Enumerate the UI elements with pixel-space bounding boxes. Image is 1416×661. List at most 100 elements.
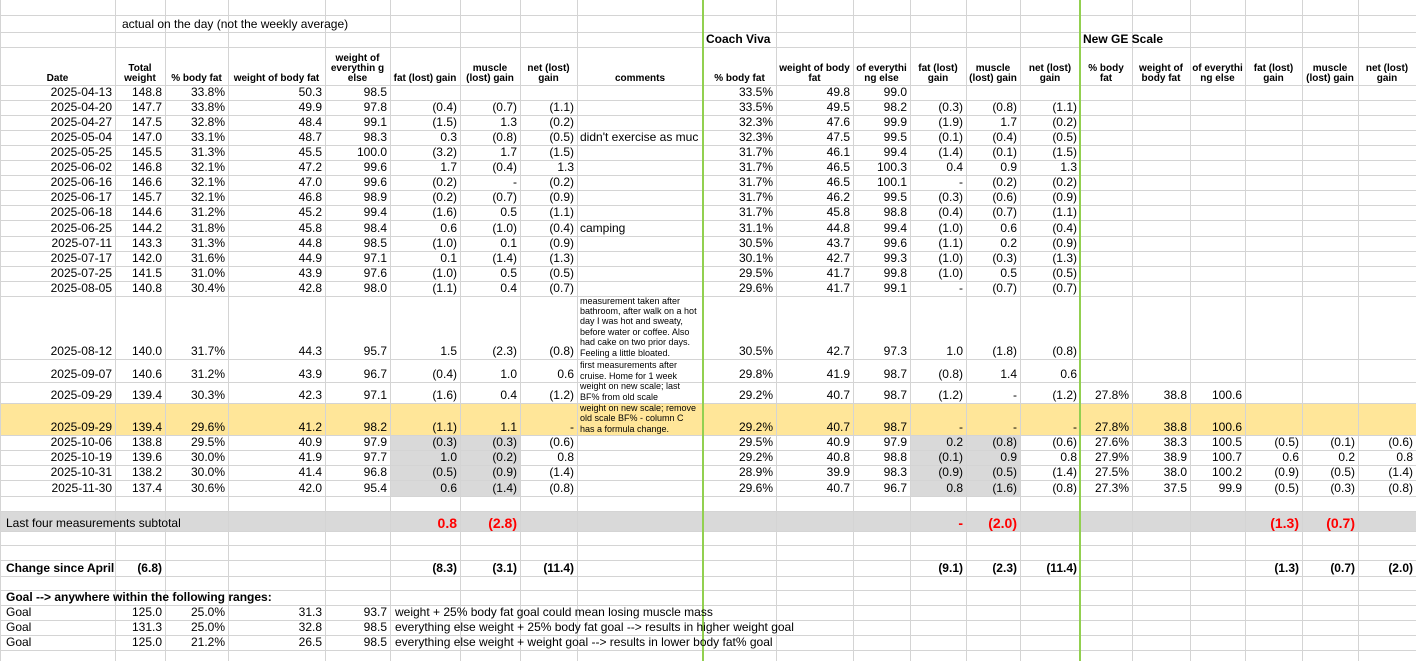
grid-line <box>0 266 1416 267</box>
cell: 93.7 <box>363 605 387 619</box>
cell: 47.0 <box>298 175 322 189</box>
sheet-note: actual on the day (not the weekly averag… <box>122 17 349 31</box>
grid-line <box>0 403 1416 404</box>
cell: 46.5 <box>826 160 850 174</box>
section-title: New GE Scale <box>1083 32 1164 46</box>
cell: (0.2) <box>992 175 1017 189</box>
grid-line <box>0 635 1416 636</box>
grid-line <box>577 0 578 661</box>
cell: 98.3 <box>883 465 907 479</box>
grid-line <box>0 175 1416 176</box>
cell: (0.5) <box>1330 465 1355 479</box>
cell: - <box>958 515 963 531</box>
goal-note: everything else weight + 25% body fat go… <box>395 620 794 634</box>
cell: (0.5) <box>1274 435 1299 449</box>
cell: (2.8) <box>488 515 517 531</box>
cell: 98.9 <box>363 190 387 204</box>
cell: 43.7 <box>826 236 850 250</box>
cell: (1.6) <box>432 205 457 219</box>
date: 2025-06-18 <box>50 205 112 219</box>
cell: (1.0) <box>432 266 457 280</box>
cell: 131.3 <box>131 620 162 634</box>
cell: 0.6 <box>440 221 457 235</box>
cell: (1.0) <box>938 251 963 265</box>
grid-line <box>325 0 326 661</box>
cell: (1.1) <box>549 205 574 219</box>
cell: 32.3% <box>738 130 773 144</box>
cell: 31.3 <box>298 605 322 619</box>
cell: 0.3 <box>440 130 457 144</box>
cell: 0.2 <box>1338 450 1355 464</box>
cell: 46.8 <box>298 190 322 204</box>
column-header: muscle (lost) gain <box>969 63 1017 84</box>
cell: (0.2) <box>432 175 457 189</box>
grid-line <box>165 0 166 661</box>
cell: 146.8 <box>131 160 162 174</box>
cell: 27.5% <box>1094 465 1129 479</box>
cell: 139.4 <box>131 388 162 402</box>
cell: 45.8 <box>298 221 322 235</box>
cell: 31.7% <box>190 344 225 358</box>
grid-line <box>0 251 1416 252</box>
cell: (0.5) <box>1274 481 1299 495</box>
cell: 1.0 <box>440 450 457 464</box>
cell: (1.1) <box>1052 205 1077 219</box>
cell: 31.7% <box>738 175 773 189</box>
cell: 146.6 <box>131 175 162 189</box>
cell: 0.9 <box>1000 160 1017 174</box>
cell: 98.5 <box>363 236 387 250</box>
date: 2025-05-25 <box>50 145 112 159</box>
cell: (0.8) <box>492 130 517 144</box>
cell: 100.6 <box>1211 420 1242 434</box>
grid-line <box>0 382 1416 383</box>
cell: (0.6) <box>1388 435 1413 449</box>
cell: (1.9) <box>938 115 963 129</box>
cell: (1.3) <box>1270 515 1299 531</box>
column-header: weight of body fat <box>233 73 320 84</box>
cell: 1.0 <box>500 367 517 381</box>
cell: (0.7) <box>1326 515 1355 531</box>
grid-line <box>1358 0 1359 661</box>
cell: (0.5) <box>549 130 574 144</box>
cell: 40.9 <box>298 435 322 449</box>
grid-line <box>1190 0 1191 661</box>
date: 2025-09-29 <box>50 388 112 402</box>
cell: 1.7 <box>440 160 457 174</box>
cell: 1.5 <box>440 344 457 358</box>
cell: 30.3% <box>190 388 225 402</box>
cell: (0.9) <box>1052 190 1077 204</box>
cell: (3.2) <box>432 145 457 159</box>
cell: 98.4 <box>363 221 387 235</box>
cell: 137.4 <box>131 481 162 495</box>
grid-line <box>0 236 1416 237</box>
cell: (6.8) <box>137 561 162 575</box>
cell: 100.7 <box>1211 450 1242 464</box>
grid-line <box>0 650 1416 651</box>
grid-line <box>0 545 1416 546</box>
cell: 0.9 <box>1000 450 1017 464</box>
cell: 31.1% <box>738 221 773 235</box>
cell: 97.6 <box>363 266 387 280</box>
cell: (0.2) <box>492 450 517 464</box>
cell: (0.1) <box>938 130 963 144</box>
grid-line <box>0 145 1416 146</box>
cell: (0.3) <box>1330 481 1355 495</box>
cell: 41.4 <box>298 465 322 479</box>
cell: 100.2 <box>1211 465 1242 479</box>
row-label: Goal <box>6 620 32 634</box>
cell: 148.8 <box>131 85 162 99</box>
date: 2025-10-31 <box>50 465 112 479</box>
cell: 33.1% <box>190 130 225 144</box>
comment: weight on new scale; remove old scale BF… <box>580 403 697 434</box>
cell: 45.5 <box>298 145 322 159</box>
comment: measurement taken after bathroom, after … <box>580 296 697 358</box>
cell: 38.8 <box>1163 420 1187 434</box>
cell: 97.1 <box>363 251 387 265</box>
column-header: weight of body fat <box>779 63 850 84</box>
cell: 1.3 <box>557 160 574 174</box>
cell: 99.6 <box>363 160 387 174</box>
cell: (0.3) <box>938 190 963 204</box>
cell: 100.6 <box>1211 388 1242 402</box>
cell: 49.8 <box>826 85 850 99</box>
cell: (0.5) <box>1052 130 1077 144</box>
